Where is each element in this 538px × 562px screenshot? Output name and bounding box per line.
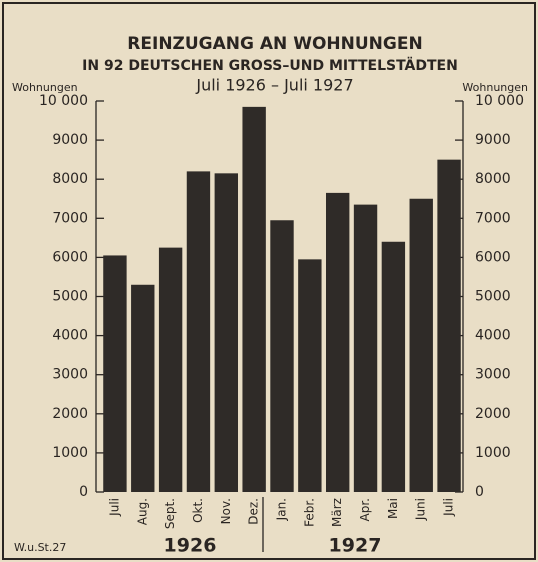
y2ticks-label: 2000 xyxy=(475,406,511,422)
y2ticks-label: 6000 xyxy=(475,249,511,265)
y-axis-label: Wohnungen xyxy=(12,81,78,94)
yticks-label: 4000 xyxy=(52,328,88,344)
yticks-label: 9000 xyxy=(52,132,88,148)
source: W.u.St.27 xyxy=(14,541,66,554)
y2-axis-label: Wohnungen xyxy=(462,81,528,94)
bar xyxy=(353,204,378,493)
chart-title: REINZUGANG AN WOHNUNGEN xyxy=(127,34,422,54)
yticks-label: 10 000 xyxy=(39,93,88,109)
y2ticks-label: 4000 xyxy=(475,328,511,344)
yticks-label: 0 xyxy=(79,484,88,500)
bar xyxy=(298,259,322,492)
yticks-label: 6000 xyxy=(52,249,88,265)
bar xyxy=(214,173,239,492)
x-tick-label: Juli xyxy=(107,498,121,517)
x-tick-label: Juli xyxy=(442,498,456,517)
yticks-label: 1000 xyxy=(52,445,88,461)
bar xyxy=(270,220,294,492)
x-tick-label: Juni xyxy=(414,498,428,521)
y2ticks-label: 10 000 xyxy=(475,93,524,109)
y2ticks-label: 1000 xyxy=(475,445,511,461)
bar xyxy=(381,241,406,492)
x-tick-label: Apr. xyxy=(358,498,372,521)
yticks-label: 5000 xyxy=(52,289,88,305)
y2ticks-label: 7000 xyxy=(475,210,511,226)
x-tick-label: Aug. xyxy=(135,498,149,525)
bar xyxy=(325,192,350,492)
x-tick-label: Mai xyxy=(386,498,400,519)
bar xyxy=(186,171,211,492)
y2ticks-label: 9000 xyxy=(475,132,511,148)
y2ticks-label: 8000 xyxy=(475,171,511,187)
x-tick-label: Okt. xyxy=(191,498,205,523)
year-label: 1926 xyxy=(164,535,217,557)
bar xyxy=(131,284,155,492)
bar xyxy=(158,247,183,492)
bar xyxy=(103,255,127,492)
x-tick-label: März xyxy=(330,498,344,527)
chart-period: Juli 1926 – Juli 1927 xyxy=(195,76,353,95)
bar xyxy=(242,106,266,493)
x-tick-label: Nov. xyxy=(219,498,233,524)
y2ticks-label: 3000 xyxy=(475,367,511,383)
x-tick-label: Febr. xyxy=(302,498,316,527)
bar xyxy=(409,198,433,492)
y2ticks-label: 0 xyxy=(475,484,484,500)
yticks-label: 3000 xyxy=(52,367,88,383)
yticks-label: 8000 xyxy=(52,171,88,187)
x-tick-label: Jan. xyxy=(275,498,289,521)
yticks-label: 7000 xyxy=(52,210,88,226)
chart-subtitle: IN 92 DEUTSCHEN GROSS–UND MITTELSTÄDTEN xyxy=(82,57,458,74)
bar xyxy=(437,159,461,492)
yticks-label: 2000 xyxy=(52,406,88,422)
x-tick-label: Sept. xyxy=(163,498,177,529)
x-tick-label: Dez. xyxy=(247,498,261,525)
y2ticks-label: 5000 xyxy=(475,289,511,305)
year-label: 1927 xyxy=(329,535,382,557)
